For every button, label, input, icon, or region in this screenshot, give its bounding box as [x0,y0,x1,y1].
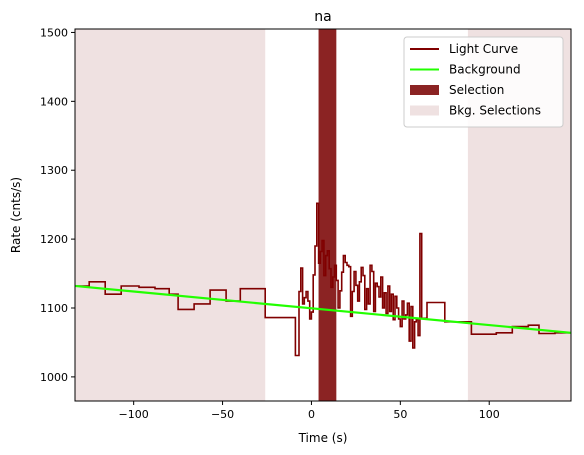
y-tick-label: 1100 [40,302,68,315]
legend-label: Background [449,63,521,77]
y-axis-ticks: 1000 1100 1200 1300 1400 1500 [40,26,75,384]
axes-frame [74,28,572,402]
x-tick-label: 50 [393,408,407,421]
selection-band [318,29,337,401]
y-tick-label: 1500 [40,26,68,39]
bkg-selection-1 [75,29,266,401]
legend: Light Curve Background Selection Bkg. Selec… [403,36,564,128]
chart-title: na [314,9,331,25]
x-axis-label: Time (s) [298,431,348,445]
light-curve-series [75,202,571,357]
legend-box [403,36,564,128]
background-series [74,284,572,334]
legend-label: Selection [449,83,504,97]
selection-region [318,29,337,401]
y-axis-label: Rate (cnts/s) [9,177,23,253]
x-tick-label: −100 [119,408,149,421]
y-tick-label: 1000 [40,371,68,384]
y-tick-label: 1300 [40,164,68,177]
x-axis-ticks: −100 −50 0 50 100 [119,401,500,421]
legend-label: Bkg. Selections [449,104,541,118]
legend-swatch [410,105,439,116]
legend-label: Light Curve [449,42,518,56]
x-tick-label: 0 [308,408,315,421]
y-tick-label: 1200 [40,233,68,246]
background-line [74,284,572,334]
legend-swatch [410,85,439,95]
x-tick-label: −50 [211,408,234,421]
x-tick-label: 100 [479,408,500,421]
y-tick-label: 1400 [40,95,68,108]
light-curve-line [75,202,571,357]
